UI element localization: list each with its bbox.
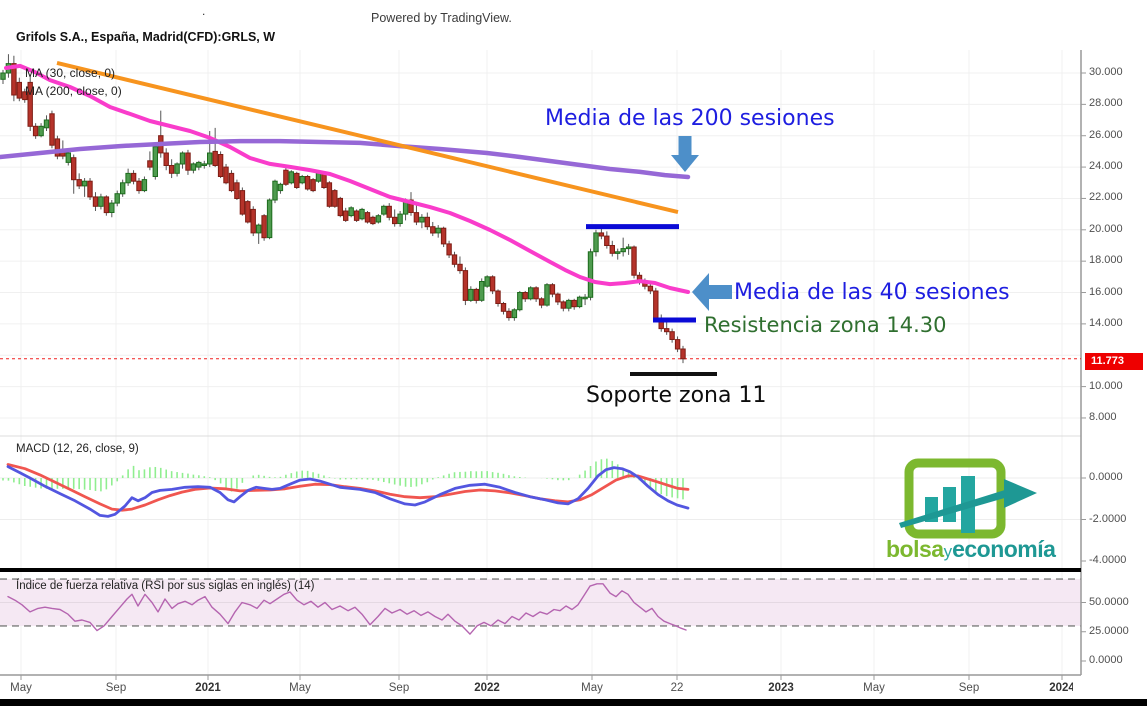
price-tick-label[interactable]: 18.000: [1089, 254, 1123, 267]
logo-text-bolsa: bolsa: [886, 536, 944, 562]
price-tick-label[interactable]: 16.000: [1089, 285, 1123, 298]
time-tick-label[interactable]: Sep: [958, 682, 980, 694]
last-price-badge: 11.773: [1085, 353, 1143, 370]
price-tick-label[interactable]: 14.000: [1089, 316, 1123, 329]
ma200-legend[interactable]: MA (200, close, 0): [25, 84, 122, 98]
price-tick-label[interactable]: 8.000: [1089, 410, 1117, 423]
time-tick-label[interactable]: May: [581, 682, 603, 694]
time-tick-label[interactable]: 2021: [195, 682, 221, 694]
ma30-legend[interactable]: MA (30, close, 0): [25, 66, 116, 80]
price-tick-label[interactable]: 28.000: [1089, 97, 1123, 110]
stray-dot: .: [202, 4, 206, 18]
time-axis[interactable]: May Sep 2021 May Sep 2022 May 22 2023 May Sep 2024: [0, 682, 1073, 702]
price-tick-label[interactable]: 10.000: [1089, 379, 1123, 392]
price-tick-label[interactable]: 20.000: [1089, 222, 1123, 235]
time-tick-label[interactable]: 2022: [474, 682, 500, 694]
arrow-down-icon: [671, 136, 699, 172]
price-tick-label[interactable]: 24.000: [1089, 160, 1123, 173]
time-tick-label[interactable]: May: [863, 682, 885, 694]
price-tick-label[interactable]: 26.000: [1089, 128, 1123, 141]
time-tick-label[interactable]: 2024: [1049, 682, 1073, 694]
time-tick-label[interactable]: 22: [670, 682, 684, 694]
logo-text-y: y: [943, 542, 953, 561]
time-tick-label[interactable]: May: [289, 682, 311, 694]
macd-tick-label[interactable]: -2.0000: [1089, 512, 1127, 525]
symbol-title: Grifols S.A., España, Madrid(CFD):GRLS, …: [16, 30, 276, 44]
annotation-resistencia: Resistencia zona 14.30: [704, 313, 947, 337]
annotation-soporte: Soporte zona 11: [586, 383, 767, 408]
bolsayeconomia-logo-icon: [899, 458, 1037, 539]
time-tick-label[interactable]: Sep: [388, 682, 410, 694]
logo-text-economia: economía: [952, 536, 1056, 562]
macd-tick-label[interactable]: 0.0000: [1089, 471, 1123, 483]
price-tick-label[interactable]: 22.000: [1089, 191, 1123, 204]
time-tick-label[interactable]: 2023: [768, 682, 794, 694]
bottom-black-bar: [0, 699, 1147, 706]
time-tick-label[interactable]: Sep: [105, 682, 127, 694]
bolsayeconomia-logo-text: bolsayeconomía: [886, 536, 1056, 563]
macd-panel-title[interactable]: MACD (12, 26, close, 9): [16, 443, 139, 455]
rsi-tick-label[interactable]: 50.0000: [1089, 595, 1129, 608]
annotation-ma200: Media de las 200 sesiones: [545, 106, 835, 131]
annotation-ma40: Media de las 40 sesiones: [734, 280, 1010, 305]
macd-tick-label[interactable]: -4.0000: [1089, 554, 1127, 566]
rsi-tick-label[interactable]: 25.0000: [1089, 624, 1129, 637]
time-tick-label[interactable]: May: [10, 682, 32, 694]
powered-by-tradingview-label: Powered by TradingView.: [371, 11, 512, 25]
macd-rsi-divider: [0, 568, 1081, 572]
arrow-left-icon: [692, 273, 732, 311]
rsi-tick-label[interactable]: 0.0000: [1089, 654, 1123, 666]
price-tick-label[interactable]: 30.000: [1089, 66, 1123, 78]
rsi-panel-title[interactable]: Índice de fuerza relativa (RSI por sus s…: [16, 580, 315, 592]
